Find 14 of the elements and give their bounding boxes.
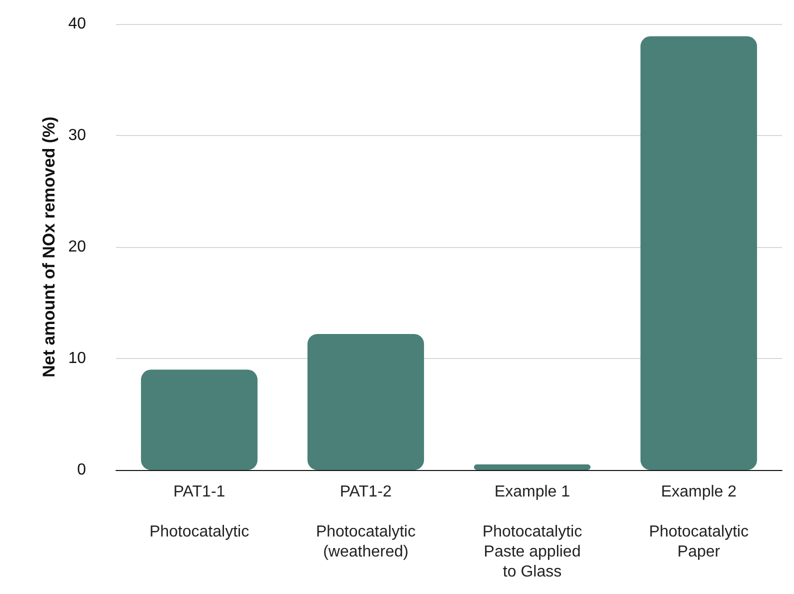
bar bbox=[140, 370, 258, 470]
category-label: Example 2 Photocatalytic Paper bbox=[648, 484, 749, 560]
y-tick-label: 10 bbox=[68, 350, 86, 367]
bar bbox=[307, 334, 424, 470]
category-label: Example 1 Photocatalytic Paste applied to Glass bbox=[482, 484, 582, 580]
category-label: PAT1-2 Photocatalytic (weathered) bbox=[316, 484, 416, 560]
y-tick-label: 20 bbox=[68, 238, 86, 256]
category-label: PAT1-1 Photocatalytic bbox=[149, 484, 250, 540]
bar bbox=[640, 36, 758, 470]
y-tick-label: 40 bbox=[68, 16, 86, 32]
y-axis-title: Net amount of NOx removed (%) bbox=[39, 116, 58, 378]
y-tick-label: 30 bbox=[68, 127, 86, 144]
bar bbox=[474, 464, 591, 470]
y-tick-label: 0 bbox=[77, 462, 86, 478]
